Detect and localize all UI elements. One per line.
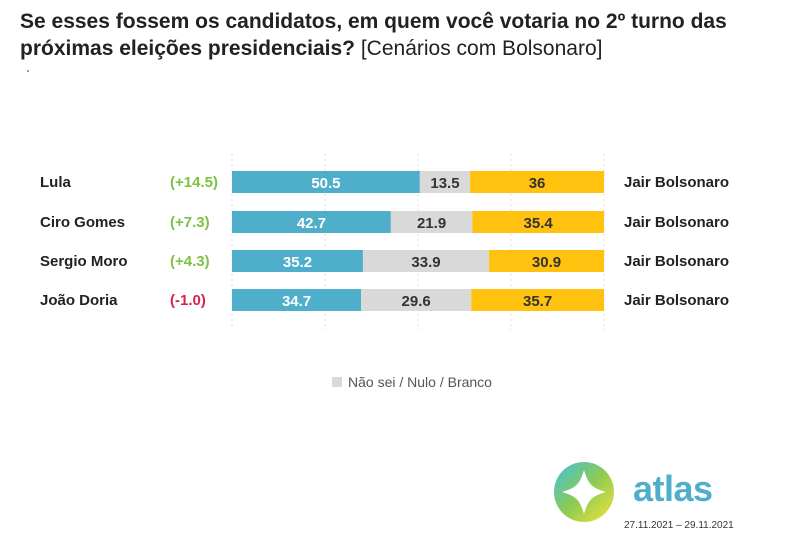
value-label: 29.6	[402, 293, 431, 310]
stray-dot	[27, 70, 29, 72]
legend: Não sei / Nulo / Branco	[332, 374, 492, 390]
opponent-label: Jair Bolsonaro	[624, 292, 729, 309]
stacked-bar-chart: Lula (+14.5) 50.5 13.5 36 Jair Bolsonaro Ciro …	[40, 154, 729, 330]
candidate-label: Ciro Gomes	[40, 214, 125, 231]
difference-label: (-1.0)	[170, 292, 206, 309]
bar-undecided	[419, 171, 471, 193]
bar-bolsonaro	[470, 171, 604, 193]
bar-candidate	[232, 171, 420, 193]
title-main: Se esses fossem os candidatos, em quem v…	[20, 10, 727, 60]
bar-bolsonaro	[472, 211, 604, 233]
value-label: 50.5	[311, 175, 340, 192]
difference-label: (+7.3)	[170, 214, 210, 231]
value-label: 42.7	[297, 215, 326, 232]
bar-undecided	[361, 289, 472, 311]
opponent-label: Jair Bolsonaro	[624, 174, 729, 191]
value-label: 35.2	[283, 254, 312, 271]
value-label: 35.7	[523, 293, 552, 310]
difference-label: (+14.5)	[170, 174, 218, 191]
legend-label-undecided: Não sei / Nulo / Branco	[348, 374, 492, 390]
value-label: 30.9	[532, 254, 561, 271]
bar-bolsonaro	[471, 289, 604, 311]
bar-candidate	[232, 289, 362, 311]
candidate-label: Sergio Moro	[40, 253, 128, 270]
value-label: 21.9	[417, 215, 446, 232]
candidate-label: João Doria	[40, 292, 118, 309]
value-label: 34.7	[282, 293, 311, 310]
opponent-label: Jair Bolsonaro	[624, 214, 729, 231]
bar-undecided	[362, 250, 490, 272]
survey-dates: 27.11.2021 – 29.11.2021	[624, 520, 734, 531]
value-label: 13.5	[430, 175, 459, 192]
title-scenario: [Cenários com Bolsonaro]	[360, 37, 603, 60]
brand-name: atlas	[633, 468, 713, 509]
value-label: 33.9	[411, 254, 440, 271]
opponent-label: Jair Bolsonaro	[624, 253, 729, 270]
difference-label: (+4.3)	[170, 253, 210, 270]
bar-candidate	[232, 250, 363, 272]
bar-bolsonaro	[489, 250, 604, 272]
bar-candidate	[232, 211, 391, 233]
atlas-logo-icon	[554, 462, 614, 522]
bar-undecided	[390, 211, 473, 233]
legend-swatch-undecided	[332, 377, 342, 387]
chart-title: Se esses fossem os candidatos, em quem v…	[20, 8, 780, 62]
value-label: 36	[529, 175, 546, 192]
candidate-label: Lula	[40, 174, 71, 191]
value-label: 35.4	[524, 215, 554, 232]
